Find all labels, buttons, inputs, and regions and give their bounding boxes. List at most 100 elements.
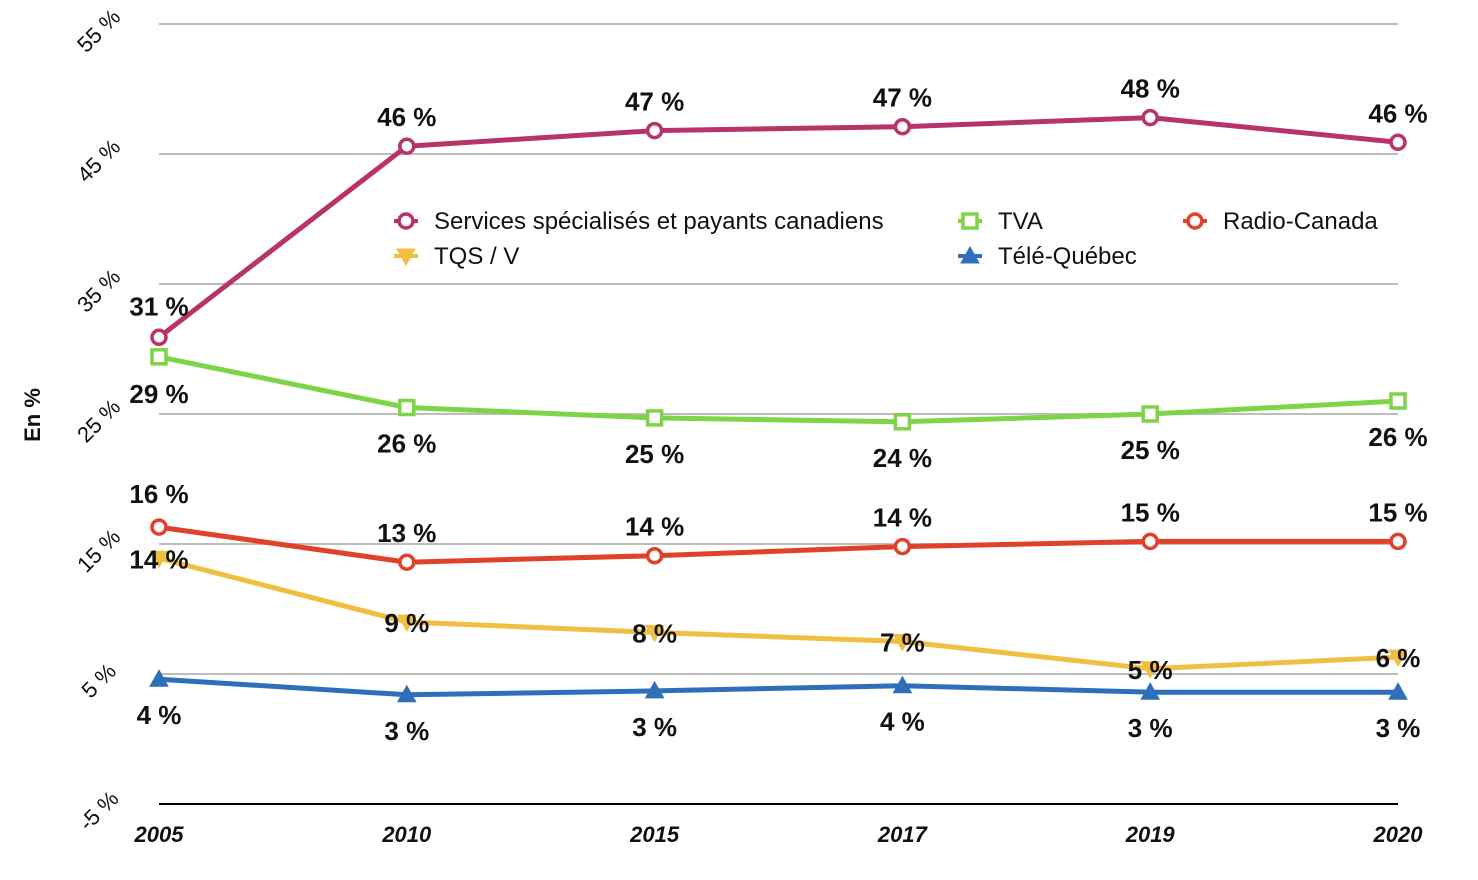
y-tick-label: -5 % <box>74 786 124 836</box>
x-tick-label: 2015 <box>629 822 680 847</box>
data-label: 47 % <box>625 87 684 117</box>
data-point <box>1388 682 1408 700</box>
data-label: 4 % <box>880 707 925 737</box>
series-2 <box>150 518 1407 571</box>
series-line <box>156 354 1401 425</box>
series-line <box>156 555 1401 672</box>
y-tick-label: 35 % <box>72 264 125 317</box>
data-point <box>644 680 665 699</box>
x-tick-label: 2005 <box>134 822 185 847</box>
data-point <box>398 137 416 155</box>
data-label: 14 % <box>873 503 932 533</box>
x-tick-label: 2020 <box>1373 822 1424 847</box>
data-point <box>1388 649 1408 668</box>
series-3 <box>149 550 1408 679</box>
y-tick-label: 55 % <box>72 4 125 57</box>
data-point <box>644 624 665 643</box>
data-label: 4 % <box>137 700 182 730</box>
data-label: 31 % <box>129 291 188 321</box>
legend-marker <box>397 212 415 230</box>
data-point <box>149 669 169 687</box>
data-point <box>892 634 913 652</box>
data-label: 9 % <box>384 608 429 638</box>
data-point <box>396 684 417 703</box>
legend-item: TVA <box>958 208 1043 235</box>
data-label: 15 % <box>1368 497 1427 527</box>
gridlines <box>159 23 1398 805</box>
data-point <box>893 537 912 556</box>
legend-item: Services spécialisés et payants canadien… <box>394 208 884 235</box>
x-tick-label: 2010 <box>381 822 432 847</box>
x-axis-ticks: 2005 2010 2015 2017 2019 2020 <box>134 822 1424 847</box>
series-lines <box>149 108 1408 703</box>
data-label: 7 % <box>880 628 925 658</box>
data-point <box>1389 392 1407 410</box>
data-label: 29 % <box>129 379 188 409</box>
data-label: 46 % <box>377 102 436 132</box>
data-point <box>645 409 664 427</box>
series-line <box>156 524 1401 565</box>
data-point <box>398 553 416 571</box>
data-labels: 31 % 46 % 47 % 47 % 48 % 46 % 29 % 26 % 25 % 24 %… <box>129 74 1427 746</box>
y-axis-label: En % <box>20 388 45 442</box>
y-tick-label: 45 % <box>72 134 125 187</box>
series-line <box>156 115 1401 340</box>
data-label: 25 % <box>625 439 684 469</box>
y-tick-label: 15 % <box>72 524 125 577</box>
data-point <box>1141 532 1159 551</box>
legend-marker <box>396 248 416 267</box>
data-label: 46 % <box>1368 98 1427 128</box>
series-0 <box>150 108 1407 347</box>
data-label: 26 % <box>1368 422 1427 452</box>
x-tick-label: 2019 <box>1125 822 1176 847</box>
series-4 <box>149 669 1408 703</box>
data-label: 8 % <box>632 618 677 648</box>
data-label: 24 % <box>873 443 932 473</box>
legend-item: Télé-Québec <box>958 243 1137 270</box>
data-point <box>150 518 168 536</box>
data-point <box>1141 405 1159 423</box>
legend-label: Services spécialisés et payants canadien… <box>434 208 884 235</box>
data-label: 14 % <box>625 512 684 542</box>
data-point <box>893 413 912 431</box>
data-label: 16 % <box>129 479 188 509</box>
data-label: 3 % <box>632 712 677 742</box>
data-label: 25 % <box>1121 435 1180 465</box>
legend-item: TQS / V <box>394 243 519 270</box>
legend-marker <box>961 212 979 230</box>
legend-item: Radio-Canada <box>1183 208 1378 235</box>
legend-label: TQS / V <box>434 243 519 270</box>
data-point <box>645 546 664 565</box>
data-point <box>398 398 416 417</box>
data-label: 48 % <box>1121 74 1180 104</box>
data-label: 14 % <box>129 544 188 574</box>
data-point <box>150 348 168 366</box>
data-point <box>150 328 168 347</box>
legend-label: Télé-Québec <box>998 243 1137 270</box>
data-label: 3 % <box>1376 713 1421 743</box>
data-point <box>1140 661 1161 679</box>
series-line <box>156 676 1401 698</box>
y-tick-label: 25 % <box>72 394 125 447</box>
data-point <box>396 614 417 633</box>
x-tick-label: 2017 <box>877 822 929 847</box>
data-point <box>1140 682 1161 700</box>
legend-label: Radio-Canada <box>1223 208 1378 235</box>
data-label: 3 % <box>384 716 429 746</box>
data-point <box>1141 108 1159 127</box>
data-point <box>149 550 169 569</box>
legend: Services spécialisés et payants canadien… <box>394 208 1378 270</box>
legend-marker <box>1186 212 1204 230</box>
data-point <box>1389 532 1407 551</box>
data-label: 26 % <box>377 429 436 459</box>
y-axis-ticks: -5 % 5 % 15 % 25 % 35 % 45 % 55 % <box>72 4 125 835</box>
legend-marker <box>960 245 980 264</box>
series-1 <box>150 348 1407 431</box>
data-point <box>892 675 913 694</box>
legend-label: TVA <box>998 208 1043 235</box>
data-label: 3 % <box>1128 713 1173 743</box>
data-point <box>1389 133 1407 152</box>
y-tick-label: 5 % <box>76 658 120 702</box>
data-label: 13 % <box>377 518 436 548</box>
